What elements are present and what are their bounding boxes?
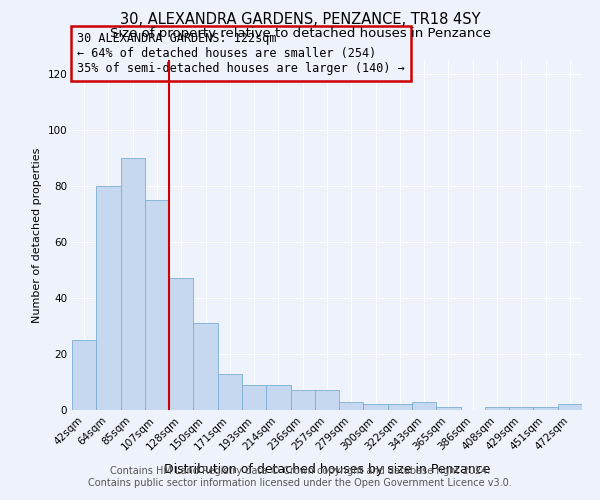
Bar [145,200,169,410]
Bar [533,407,558,410]
Text: Size of property relative to detached houses in Penzance: Size of property relative to detached ho… [110,28,491,40]
Bar [169,278,193,410]
Text: 30 ALEXANDRA GARDENS: 122sqm
← 64% of detached houses are smaller (254)
35% of s: 30 ALEXANDRA GARDENS: 122sqm ← 64% of de… [77,32,405,75]
Bar [242,385,266,410]
Bar [218,374,242,410]
Bar [290,390,315,410]
Bar [72,340,96,410]
Bar [436,407,461,410]
Bar [266,385,290,410]
Text: Contains HM Land Registry data © Crown copyright and database right 2024.
Contai: Contains HM Land Registry data © Crown c… [88,466,512,487]
Bar [412,402,436,410]
Text: 30, ALEXANDRA GARDENS, PENZANCE, TR18 4SY: 30, ALEXANDRA GARDENS, PENZANCE, TR18 4S… [120,12,480,28]
Bar [121,158,145,410]
Bar [193,323,218,410]
Bar [485,407,509,410]
Bar [388,404,412,410]
Y-axis label: Number of detached properties: Number of detached properties [32,148,42,322]
Bar [558,404,582,410]
Bar [509,407,533,410]
X-axis label: Distribution of detached houses by size in Penzance: Distribution of detached houses by size … [164,463,490,476]
Bar [96,186,121,410]
Bar [315,390,339,410]
Bar [364,404,388,410]
Bar [339,402,364,410]
